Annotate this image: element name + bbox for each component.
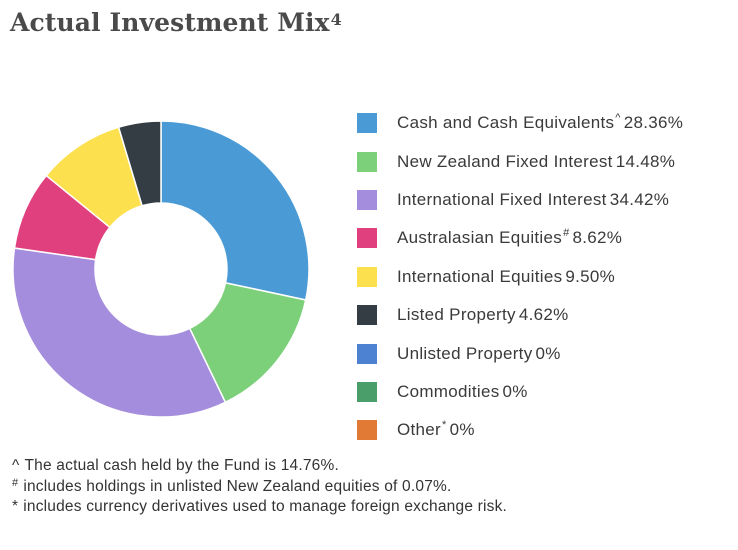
chart-title-text: Actual Investment Mix: [10, 8, 330, 37]
footnotes: ^ The actual cash held by the Fund is 14.…: [12, 456, 507, 518]
donut-slice-cash-and-cash-equivalents: [160, 120, 310, 301]
donut-chart: [12, 120, 310, 418]
legend-value: 0%: [502, 381, 528, 401]
legend-swatch: [357, 420, 377, 441]
legend-value: 34.42%: [609, 189, 670, 209]
legend-value: 28.36%: [623, 113, 684, 133]
footnote-text: includes currency derivatives used to ma…: [23, 498, 508, 515]
legend-item: Unlisted Property 0%: [357, 334, 683, 372]
footnote: ^ The actual cash held by the Fund is 14.…: [12, 456, 507, 477]
donut-slice-international-fixed-interest: [12, 247, 227, 418]
legend-swatch: [357, 151, 377, 172]
legend-footnote-marker: #: [563, 227, 570, 240]
donut-slice-new-zealand-fixed-interest: [188, 281, 307, 404]
legend-label: International Fixed Interest: [397, 189, 607, 209]
legend-item: International Fixed Interest 34.42%: [357, 181, 683, 219]
legend-swatch: [357, 228, 377, 249]
chart-title: Actual Investment Mix4: [10, 8, 342, 37]
chart-title-footnote-ref: 4: [330, 10, 342, 29]
legend-swatch: [357, 343, 377, 364]
legend-value: 14.48%: [615, 151, 676, 171]
donut-slice-listed-property: [117, 120, 162, 207]
legend-label: Commodities: [397, 381, 500, 401]
legend-value: 0%: [449, 420, 475, 440]
legend-value: 4.62%: [518, 305, 569, 325]
footnote-text: includes holdings in unlisted New Zealan…: [23, 477, 452, 495]
legend-label: International Equities: [397, 266, 563, 286]
legend-item: Other * 0%: [357, 411, 683, 449]
legend-swatch: [357, 266, 377, 287]
donut-slices: [12, 120, 310, 418]
legend-value: 9.50%: [565, 266, 616, 286]
legend-label: Other: [397, 420, 442, 440]
legend-label: Cash and Cash Equivalents: [397, 113, 615, 133]
footnote-marker: ^: [12, 457, 20, 474]
legend-swatch: [357, 189, 377, 210]
legend-item: New Zealand Fixed Interest 14.48%: [357, 142, 683, 180]
legend-item: International Equities 9.50%: [357, 258, 683, 296]
legend-item: Listed Property 4.62%: [357, 296, 683, 334]
legend-swatch: [357, 381, 377, 402]
footnote: * includes currency derivatives used to m…: [12, 497, 507, 518]
chart-legend: Cash and Cash Equivalents ^ 28.36% New Zeal…: [357, 104, 683, 450]
legend-label: Listed Property: [397, 305, 516, 325]
legend-label: Unlisted Property: [397, 343, 533, 363]
legend-item: Commodities 0%: [357, 373, 683, 411]
legend-swatch: [357, 113, 377, 134]
legend-footnote-marker: *: [442, 419, 447, 432]
legend-label: Australasian Equities: [397, 228, 563, 248]
legend-item: Australasian Equities #8.62%: [357, 219, 683, 257]
legend-label: New Zealand Fixed Interest: [397, 151, 613, 171]
legend-footnote-marker: ^: [615, 112, 621, 125]
footnote-marker: *: [12, 498, 19, 515]
legend-value: 0%: [535, 343, 561, 363]
footnote: # includes holdings in unlisted New Zeala…: [12, 477, 507, 498]
legend-item: Cash and Cash Equivalents ^ 28.36%: [357, 104, 683, 142]
legend-value: 8.62%: [572, 228, 623, 248]
footnote-text: The actual cash held by the Fund is 14.7…: [24, 457, 339, 474]
legend-swatch: [357, 305, 377, 326]
footnote-marker: #: [12, 476, 19, 489]
